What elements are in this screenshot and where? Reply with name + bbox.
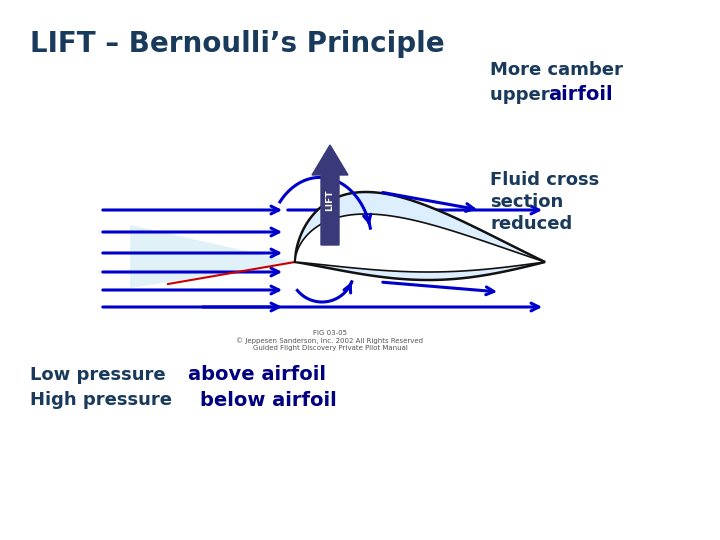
- Text: upper: upper: [490, 86, 556, 104]
- Polygon shape: [295, 214, 545, 272]
- Text: LIFT: LIFT: [325, 189, 335, 211]
- Text: below airfoil: below airfoil: [200, 390, 337, 409]
- Text: airfoil: airfoil: [548, 85, 613, 105]
- Polygon shape: [130, 225, 295, 288]
- Text: LIFT – Bernoulli’s Principle: LIFT – Bernoulli’s Principle: [30, 30, 445, 58]
- Text: above airfoil: above airfoil: [188, 366, 326, 384]
- Text: High pressure: High pressure: [30, 391, 179, 409]
- Text: More camber: More camber: [490, 61, 623, 79]
- Text: Fluid cross: Fluid cross: [490, 171, 599, 189]
- Polygon shape: [295, 192, 545, 280]
- Text: Low pressure: Low pressure: [30, 366, 172, 384]
- Text: reduced: reduced: [490, 215, 572, 233]
- Text: section: section: [490, 193, 563, 211]
- FancyArrow shape: [312, 145, 348, 245]
- Text: FIG 03-05
© Jeppesen Sanderson, Inc. 2002 All Rights Reserved
Guided Flight Disc: FIG 03-05 © Jeppesen Sanderson, Inc. 200…: [236, 330, 423, 351]
